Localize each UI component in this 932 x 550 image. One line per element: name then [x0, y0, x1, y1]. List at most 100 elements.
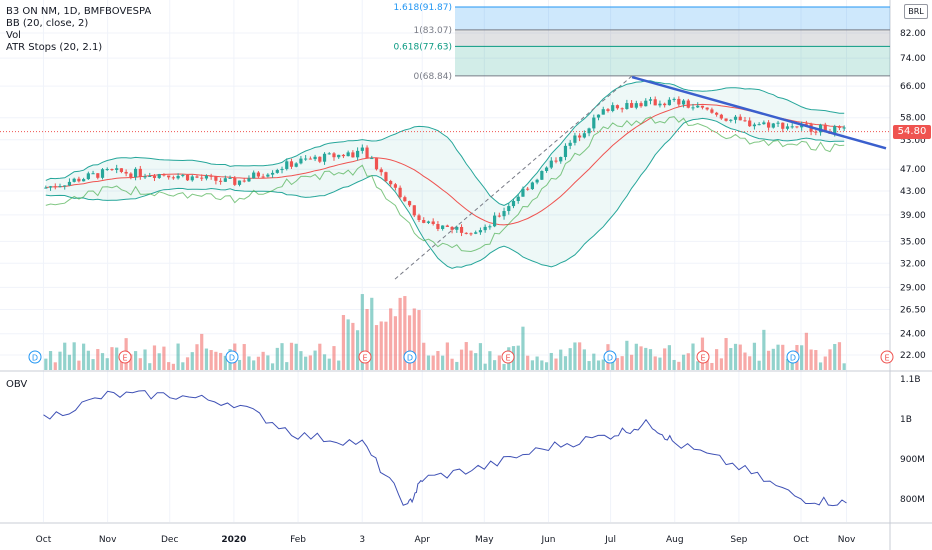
- event-marker-label-3: E: [362, 354, 367, 363]
- event-marker-7: [696, 350, 710, 364]
- event-marker-4: [403, 350, 417, 364]
- price-tick-label-1: 24.00: [900, 330, 926, 340]
- volume-bar: [653, 356, 657, 370]
- volume-bar: [559, 349, 563, 370]
- candle-body: [308, 158, 312, 160]
- volume-bar: [804, 332, 808, 370]
- volume-bar: [332, 346, 336, 370]
- time-tick-label-0: Oct: [36, 535, 52, 545]
- candle-body: [823, 124, 827, 133]
- candle-body: [237, 180, 242, 185]
- bb-legend[interactable]: BB (20, close, 2): [6, 18, 89, 29]
- volume-bar: [119, 356, 124, 370]
- candle-body: [696, 105, 700, 108]
- candle-body: [322, 153, 327, 162]
- candle-body: [842, 127, 846, 129]
- candle-body: [629, 103, 634, 108]
- candle-body: [204, 175, 209, 179]
- volume-bar: [171, 363, 175, 370]
- obv-legend[interactable]: OBV: [6, 379, 28, 390]
- fibonacci-retracement[interactable]: 1.618(91.87) 1(83.07) 0.618(77.63) 0(68.84): [393, 3, 890, 82]
- volume-bar: [738, 344, 742, 370]
- event-marker-label-4: D: [407, 354, 413, 363]
- volume-bar: [658, 357, 662, 370]
- candle-body: [214, 176, 218, 181]
- volume-bar: [535, 356, 539, 370]
- candle-body: [327, 153, 331, 155]
- volume-bar: [110, 347, 114, 370]
- candle-body: [389, 180, 393, 185]
- price-tick-label-11: 66.00: [900, 82, 926, 92]
- candle-body: [804, 123, 808, 125]
- vol-legend[interactable]: Vol: [6, 30, 21, 41]
- volume-bar: [393, 316, 397, 370]
- volume-bar: [138, 358, 142, 370]
- volume-bar: [502, 363, 506, 370]
- volume-bar: [209, 350, 213, 370]
- drawing-tools[interactable]: [394, 75, 887, 280]
- symbol-title[interactable]: B3 ON NM, 1D, BMFBOVESPA: [6, 6, 152, 17]
- candle-body: [837, 126, 842, 128]
- candle-body: [748, 120, 752, 127]
- candle-body: [176, 175, 180, 179]
- volume-bar: [200, 333, 204, 370]
- volume-bar: [828, 349, 832, 370]
- candle-body: [370, 158, 374, 160]
- volume-bar: [266, 355, 270, 370]
- candle-body: [48, 186, 53, 188]
- candle-body: [346, 152, 350, 157]
- volume-bar: [757, 360, 761, 370]
- volume-bar: [162, 346, 166, 370]
- volume-bar: [521, 326, 525, 370]
- candle-body: [124, 171, 128, 174]
- candle-body: [148, 175, 152, 177]
- volume-bar: [270, 363, 275, 370]
- volume-bar: [776, 344, 780, 370]
- volume-bar: [422, 342, 426, 370]
- candle-body: [270, 172, 275, 175]
- candle-body: [493, 215, 497, 227]
- candle-body: [530, 182, 534, 190]
- time-tick-label-2: Dec: [161, 535, 178, 545]
- volume-bar: [91, 359, 95, 370]
- candle-body: [63, 185, 67, 187]
- candle-body: [573, 135, 577, 143]
- atr-legend[interactable]: ATR Stops (20, 2.1): [6, 42, 103, 53]
- candle-body: [785, 126, 790, 129]
- volume-bar: [426, 355, 431, 370]
- event-marker-8: [786, 350, 800, 364]
- candle-body: [86, 173, 90, 180]
- volume-bar: [53, 362, 57, 370]
- candle-body: [77, 178, 81, 182]
- candle-body: [393, 184, 397, 188]
- candle-body: [658, 103, 662, 106]
- indicator-legend[interactable]: B3 ON NM, 1D, BMFBOVESPA BB (20, close, …: [6, 6, 151, 54]
- volume-bar: [493, 360, 497, 370]
- candle-body: [356, 150, 360, 158]
- fib-anchor-line: [394, 75, 633, 280]
- candle-body: [441, 225, 445, 229]
- fib-zone-2: [455, 46, 890, 76]
- candle-body: [507, 206, 511, 212]
- candle-body: [96, 173, 100, 178]
- candle-body: [190, 176, 194, 181]
- volume-bar: [578, 342, 582, 370]
- candle-body: [167, 175, 171, 178]
- candle-body: [700, 105, 705, 108]
- candle-body: [384, 172, 388, 181]
- candle-body: [563, 145, 568, 158]
- time-tick-label-6: Apr: [414, 535, 430, 545]
- volume-bar: [412, 308, 416, 370]
- atr-stop-line: [45, 116, 845, 253]
- volume-bar: [365, 309, 369, 370]
- candle-body: [143, 176, 147, 178]
- currency-badge[interactable]: BRL: [904, 4, 928, 19]
- candle-body: [705, 107, 709, 110]
- candle-body: [110, 169, 114, 171]
- volume-bar: [455, 361, 459, 370]
- candle-body: [478, 230, 483, 233]
- volume-bar: [407, 315, 412, 370]
- candle-body: [559, 157, 563, 162]
